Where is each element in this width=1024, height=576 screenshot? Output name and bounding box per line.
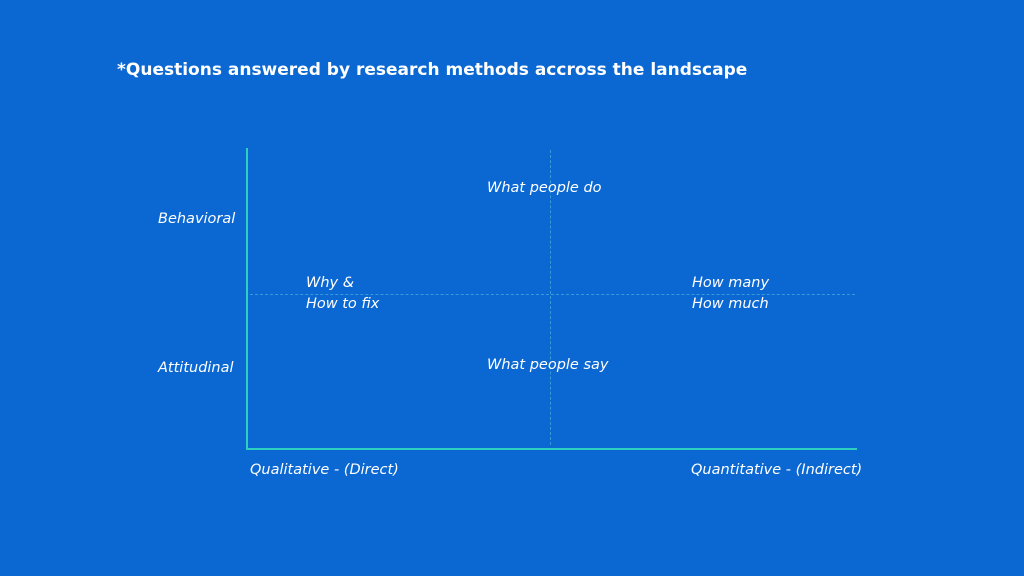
label-line: How much bbox=[692, 296, 769, 312]
label-line: Why & bbox=[306, 275, 355, 291]
label-what-people-say: What people say bbox=[487, 357, 609, 373]
horizontal-divider bbox=[250, 294, 855, 295]
label-why-how-to-fix: Why & How to fix bbox=[306, 273, 379, 315]
label-what-people-do: What people do bbox=[487, 180, 602, 196]
diagram-title: *Questions answered by research methods … bbox=[117, 60, 748, 80]
y-axis-line bbox=[246, 148, 248, 450]
label-line: How to fix bbox=[306, 296, 380, 312]
y-label-behavioral: Behavioral bbox=[158, 211, 236, 227]
label-how-many-how-much: How many How much bbox=[692, 273, 769, 315]
label-line: How many bbox=[692, 275, 770, 291]
vertical-divider bbox=[550, 150, 551, 445]
x-label-qualitative: Qualitative - (Direct) bbox=[250, 462, 399, 478]
x-label-quantitative: Quantitative - (Indirect) bbox=[691, 462, 863, 478]
x-axis-line bbox=[246, 448, 857, 450]
y-label-attitudinal: Attitudinal bbox=[158, 360, 234, 376]
